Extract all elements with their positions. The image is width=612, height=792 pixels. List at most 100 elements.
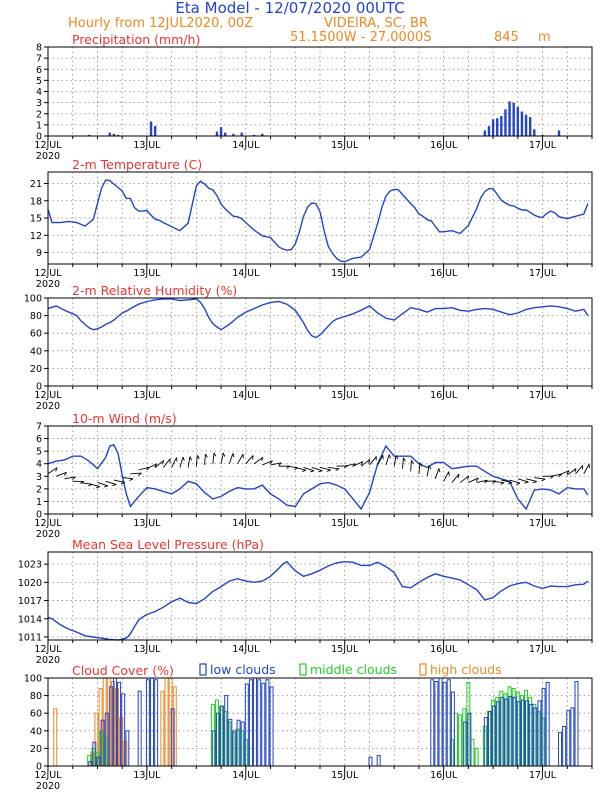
cloud-panel-title: Cloud Cover (%) <box>72 663 174 678</box>
wind-barb <box>509 479 521 484</box>
wind-barb-head <box>475 477 479 482</box>
wind-barb <box>418 462 421 474</box>
wind-barb-head <box>120 482 125 485</box>
wind-barb <box>212 452 215 464</box>
wind-barb-head <box>137 472 142 476</box>
wind-day-label: 13JUL <box>133 518 161 529</box>
wind-barb <box>56 471 67 477</box>
wind-barb <box>220 452 224 464</box>
mslp-ytick-label: 1014 <box>18 614 42 625</box>
wind-barb-head <box>95 486 101 489</box>
temp-series-line <box>47 179 589 263</box>
wind-barb-head <box>104 485 109 488</box>
low-cloud-bar <box>269 686 274 767</box>
wind-barb-head <box>388 454 391 459</box>
wind-barb-head <box>213 452 217 457</box>
rh-ytick-label: 80 <box>30 311 42 322</box>
temp-day-label: 14JUL <box>232 268 260 279</box>
precip-bar <box>108 132 112 136</box>
precip-day-label: 17JUL <box>529 140 557 151</box>
wind-barb-head <box>360 461 364 466</box>
mslp-day-label: 14JUL <box>232 644 260 655</box>
wind-barb-head <box>541 478 546 482</box>
cloud-frame <box>47 677 593 767</box>
cloud-day-label: 13JUL <box>133 770 161 781</box>
rh-day-label: 14JUL <box>232 390 260 401</box>
low-cloud-bar <box>566 710 571 767</box>
temp-ytick-label: 21 <box>30 179 42 190</box>
wind-barb <box>468 477 479 483</box>
wind-barb-head <box>154 463 158 468</box>
low-cloud-bar <box>562 725 567 767</box>
cloud-year-label: 2020 <box>36 781 60 792</box>
wind-ytick-label: 4 <box>36 459 42 470</box>
wind-barb-head <box>419 462 423 467</box>
precip-bar <box>240 132 243 136</box>
wind-barb <box>270 462 282 466</box>
high-cloud-bar <box>164 677 169 767</box>
mslp-ytick-label: 1011 <box>18 632 42 643</box>
temp-day-label: 15JUL <box>331 268 359 279</box>
rh-ytick-label: 60 <box>30 329 42 340</box>
mslp-day-label: 15JUL <box>331 644 359 655</box>
wind-ytick-label: 3 <box>36 472 42 483</box>
wind-barb-head <box>318 470 323 473</box>
temp-day-label: 13JUL <box>133 268 161 279</box>
wind-barb <box>459 475 470 483</box>
precip-bar <box>504 109 507 136</box>
rh-panel: 0 20 40 60 80 100 12JUL 13JUL 14JUL 15JUL 16JUL 17J… <box>24 283 593 412</box>
wind-barb <box>97 482 109 487</box>
wind-barb <box>319 467 331 471</box>
wind-barb-head <box>500 482 505 485</box>
precip-bar <box>516 107 520 136</box>
cloud-day-label: 12JUL <box>34 770 62 781</box>
precip-ytick-label: 0 <box>36 132 42 143</box>
wind-barb <box>303 467 315 472</box>
wind-barb-head <box>63 471 67 476</box>
cloud-day-label: 15JUL <box>331 770 359 781</box>
precip-ytick-label: 5 <box>36 76 42 87</box>
precip-bar <box>528 117 532 136</box>
wind-barb <box>204 453 206 466</box>
mslp-year-label: 2020 <box>36 655 60 666</box>
temp-ytick-label: 18 <box>30 196 42 207</box>
wind-barb-head <box>55 467 58 472</box>
mslp-ytick-label: 1023 <box>18 560 42 571</box>
wind-barb-head <box>574 468 577 473</box>
wind-barb <box>163 458 171 468</box>
temp-panel: 9 12 15 18 21 12JUL 13JUL 14JUL 15JUL 16JUL 17JUL 2… <box>30 157 593 290</box>
wind-barb <box>105 480 117 485</box>
chart-coords: 51.1500W - 27.0000S <box>290 30 432 45</box>
mid-cloud-bar <box>454 712 458 767</box>
high-cloud-bar <box>53 708 58 767</box>
low-cloud-bar <box>253 677 258 767</box>
low-cloud-bar <box>145 679 150 767</box>
wind-series-line <box>47 444 589 511</box>
rh-ytick-label: 40 <box>30 346 42 357</box>
low-cloud-bar <box>248 679 253 767</box>
wind-panel-title: 10-m Wind (m/s) <box>72 411 177 426</box>
wind-barb <box>558 470 570 476</box>
wind-barb-head <box>438 468 441 473</box>
rh-year-label: 2020 <box>36 401 60 412</box>
temp-day-label: 16JUL <box>430 268 458 279</box>
temp-day-label: 12JUL <box>34 268 62 279</box>
chart-elevation: 845 <box>494 30 519 45</box>
low-cloud-bar <box>574 681 579 767</box>
legend-high-clouds: high clouds <box>430 662 502 677</box>
low-cloud-bar <box>125 730 130 767</box>
precip-ytick-label: 4 <box>36 87 42 98</box>
wind-barb <box>171 457 177 468</box>
wind-barb <box>575 465 584 475</box>
wind-barb-head <box>112 483 117 487</box>
low-cloud-bar <box>150 677 155 767</box>
wind-barb <box>138 466 150 471</box>
wind-barb-head <box>467 475 470 480</box>
wind-barb <box>493 480 505 484</box>
precip-ytick-label: 6 <box>36 65 42 76</box>
wind-barb <box>567 468 577 476</box>
high-cloud-bar <box>160 690 165 767</box>
wind-barb <box>476 479 488 484</box>
